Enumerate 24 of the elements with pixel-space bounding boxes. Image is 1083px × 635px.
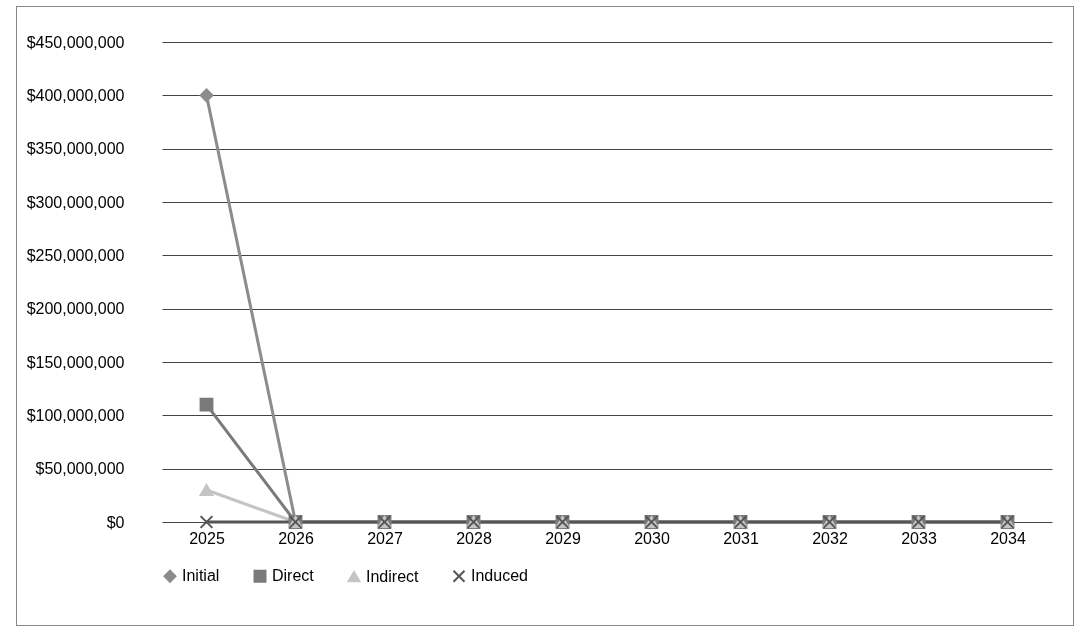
legend-label: Induced xyxy=(471,567,528,585)
y-tick-label: $100,000,000 xyxy=(26,406,125,424)
y-tick-label: $300,000,000 xyxy=(26,193,125,211)
x-tick-label: 2027 xyxy=(367,529,403,547)
x-tick-label: 2030 xyxy=(634,529,670,547)
x-tick-label: 2029 xyxy=(545,529,581,547)
x-tick-label: 2025 xyxy=(189,529,225,547)
x-tick-label: 2028 xyxy=(456,529,492,547)
y-tick-label: $400,000,000 xyxy=(26,86,125,104)
legend-label: Indirect xyxy=(366,567,420,585)
y-tick-label: $150,000,000 xyxy=(26,353,125,371)
y-tick-label: $450,000,000 xyxy=(26,33,125,51)
x-tick-label: 2032 xyxy=(812,529,848,547)
x-tick-label: 2031 xyxy=(723,529,759,547)
y-tick-label: $350,000,000 xyxy=(26,140,125,158)
y-tick-label: $250,000,000 xyxy=(26,246,125,264)
x-tick-label: 2026 xyxy=(278,529,314,547)
legend-label: Initial xyxy=(182,567,220,585)
y-tick-label: $50,000,000 xyxy=(35,460,125,478)
y-tick-label: $200,000,000 xyxy=(26,300,125,318)
x-tick-label: 2033 xyxy=(901,529,937,547)
x-tick-label: 2034 xyxy=(990,529,1026,547)
legend-label: Direct xyxy=(272,567,315,585)
y-tick-label: $0 xyxy=(106,513,125,531)
